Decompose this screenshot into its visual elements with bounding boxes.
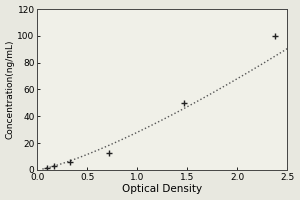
Y-axis label: Concentration(ng/mL): Concentration(ng/mL) xyxy=(6,40,15,139)
X-axis label: Optical Density: Optical Density xyxy=(122,184,202,194)
